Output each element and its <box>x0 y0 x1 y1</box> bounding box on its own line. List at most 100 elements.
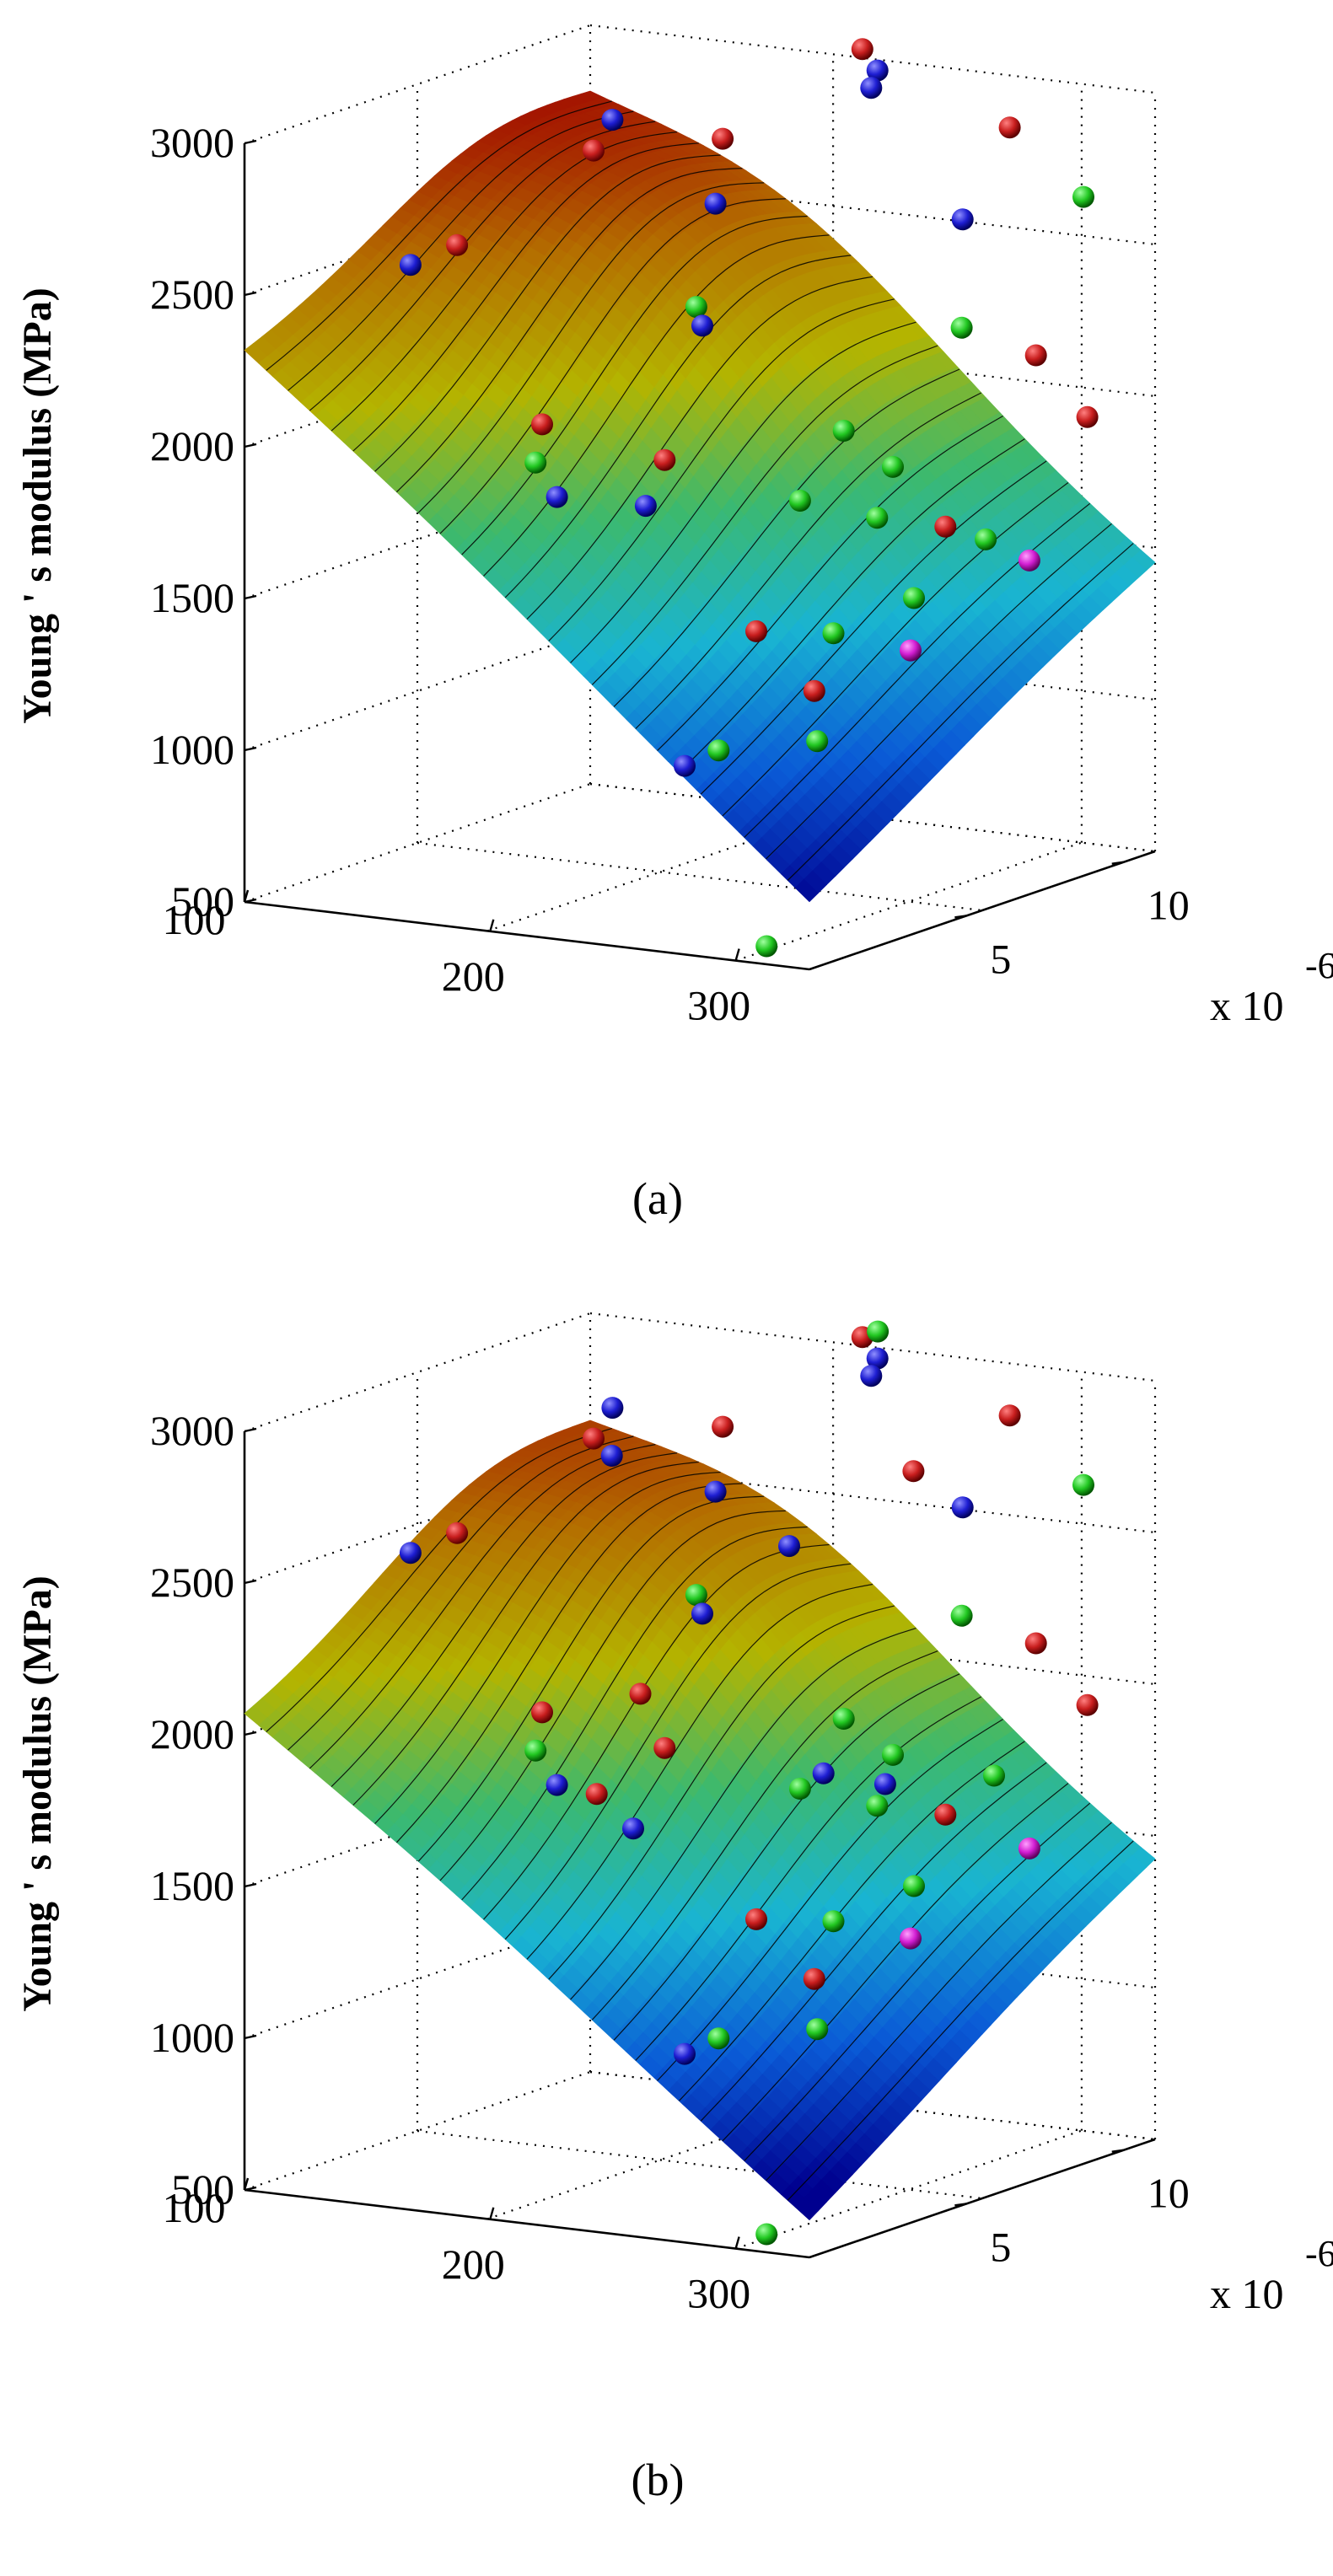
surface-contour <box>570 1628 916 2000</box>
z-tick-label: 2500 <box>150 1559 234 1606</box>
data-point <box>873 1773 896 1795</box>
data-point <box>903 587 925 609</box>
chart-panel-a: 500 1000 1500 2000 2500 3000 100 200 300 5 10 Youn… <box>15 24 1333 1224</box>
data-point <box>1076 1693 1099 1716</box>
x-tick-label: 200 <box>442 2241 505 2288</box>
surface-contour <box>700 1762 1047 2122</box>
data-point <box>653 1736 676 1759</box>
z-tick-label: 1500 <box>150 574 234 621</box>
y-multiplier-label: x 10 <box>1210 982 1284 1029</box>
surface-contour <box>331 131 678 432</box>
surface-contour <box>722 1783 1069 2142</box>
y-exponent-label: -6 <box>1305 2233 1333 2274</box>
z-tick-label: 500 <box>171 877 234 925</box>
z-tick-mark <box>244 2186 257 2192</box>
surface-contour <box>591 1650 938 2021</box>
data-point <box>707 739 730 762</box>
y-tick-mark <box>1111 861 1124 865</box>
data-point <box>583 139 605 162</box>
data-point <box>882 455 904 478</box>
surface-contour <box>722 482 1069 817</box>
z-tick-mark <box>244 1427 257 1433</box>
grid-line <box>244 24 591 145</box>
surface-contour <box>288 110 634 391</box>
surface-contour <box>417 182 765 513</box>
y-tick-label: 10 <box>1148 2170 1190 2217</box>
data-point <box>1018 549 1040 572</box>
surface-plot-a: 500 1000 1500 2000 2500 3000 100 200 300 5 10 Youn… <box>15 24 1333 1224</box>
x-tick-mark <box>243 2177 250 2191</box>
data-point <box>712 1415 734 1438</box>
z-tick-mark <box>244 1579 257 1585</box>
data-point <box>600 1445 623 1467</box>
data-point <box>712 127 734 150</box>
data-point <box>707 2027 730 2050</box>
data-point <box>851 38 873 61</box>
data-point <box>583 1427 605 1450</box>
data-point <box>745 1908 767 1930</box>
data-point <box>585 1783 608 1806</box>
caption: (a) <box>632 1173 683 1224</box>
surface-contour <box>591 345 938 685</box>
surface-contour <box>266 100 612 371</box>
xaxis-line <box>244 2188 810 2259</box>
z-tick-label: 1500 <box>150 1862 234 1909</box>
y-tick-label: 10 <box>1148 882 1190 929</box>
surface-contour <box>395 168 743 493</box>
y-tick-mark <box>1111 2149 1124 2153</box>
data-point <box>866 59 889 82</box>
surface-patch <box>794 878 819 903</box>
z-tick-mark <box>244 898 257 904</box>
surface-contour <box>309 1444 656 1769</box>
surface-patch <box>794 2198 819 2221</box>
grid-line <box>417 841 983 912</box>
data-point <box>546 486 568 508</box>
x-tick-label: 100 <box>163 2184 226 2231</box>
data-point <box>1076 405 1099 428</box>
data-point <box>622 1817 644 1840</box>
z-tick-label: 3000 <box>150 1407 234 1454</box>
data-point <box>950 1604 973 1627</box>
surface-contour <box>266 1428 612 1732</box>
data-point <box>755 935 778 958</box>
surface-contour <box>417 1495 765 1862</box>
surface-contour <box>439 1510 786 1881</box>
data-point <box>674 754 696 777</box>
grid-line <box>735 2129 1083 2250</box>
data-point <box>832 420 855 442</box>
data-point <box>524 451 547 474</box>
z-tick-mark <box>244 1882 257 1888</box>
x-tick-label: 100 <box>163 896 226 943</box>
data-point <box>1024 344 1047 367</box>
z-tick-label: 1000 <box>150 2014 234 2061</box>
data-point <box>524 1739 547 1762</box>
data-point <box>653 448 676 471</box>
data-point <box>1018 1837 1040 1860</box>
surface-contour <box>613 368 960 707</box>
data-point <box>900 639 922 662</box>
data-point <box>446 233 469 256</box>
z-tick-label: 2500 <box>150 271 234 318</box>
surface-contour <box>700 460 1047 795</box>
data-point <box>531 1701 553 1724</box>
surface-contour <box>483 1543 830 1920</box>
data-point <box>1024 1632 1047 1655</box>
data-point <box>934 515 957 538</box>
data-point <box>975 528 997 550</box>
data-point <box>685 1584 707 1607</box>
surface-contour <box>766 1822 1112 2182</box>
grid-line <box>244 2070 591 2192</box>
data-point <box>998 116 1021 139</box>
z-tick-mark <box>244 443 257 448</box>
surface-contour <box>461 215 808 555</box>
surface-contour <box>766 523 1112 860</box>
surface-contour <box>526 1583 873 1960</box>
surface-contour <box>657 1719 1003 2081</box>
data-point <box>951 208 974 231</box>
surface-contour <box>678 1741 1025 2101</box>
grid-line <box>244 631 591 752</box>
surface-contour <box>548 298 895 641</box>
surface-contour <box>483 234 830 577</box>
surface-contour <box>613 1673 960 2041</box>
surface-contour <box>352 1461 699 1806</box>
